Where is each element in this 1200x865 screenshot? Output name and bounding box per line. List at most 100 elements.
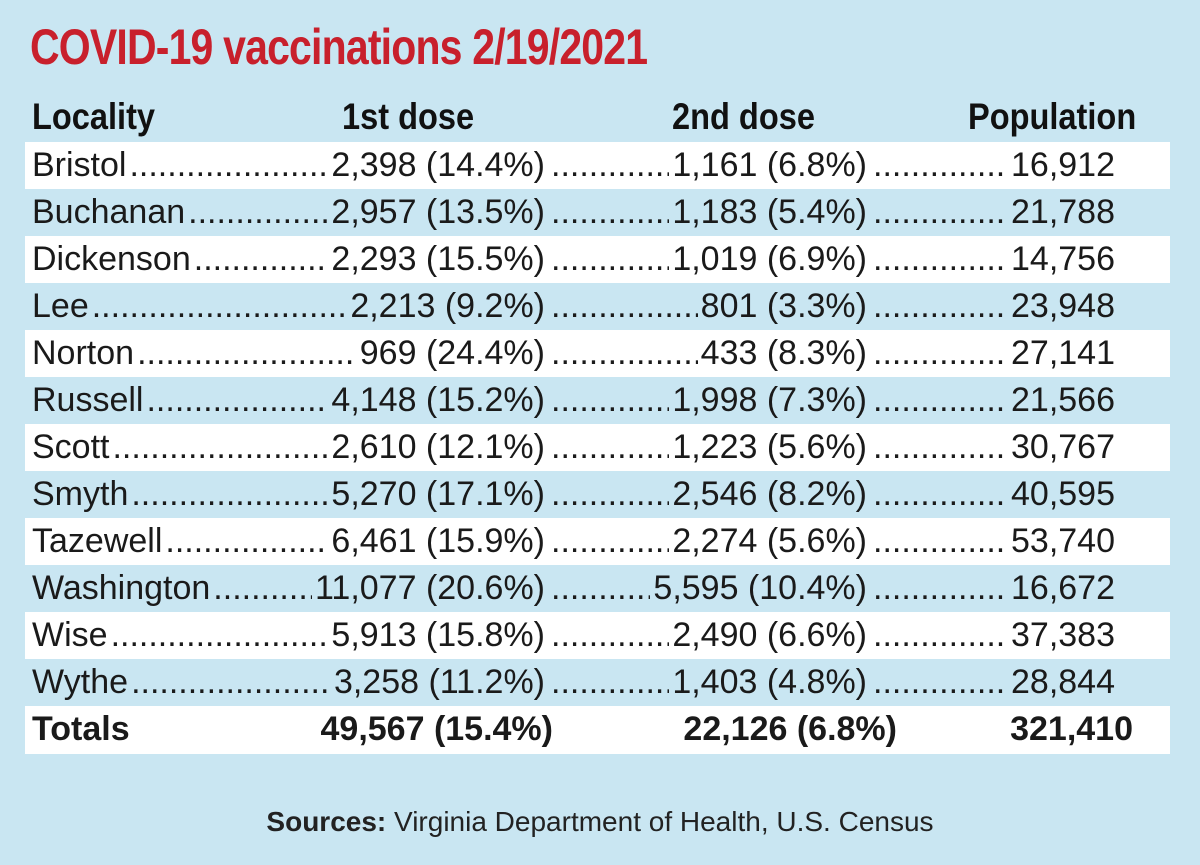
dot-leader: ........................................… bbox=[188, 193, 329, 231]
dot-leader: ........................................… bbox=[873, 428, 1008, 466]
dot-leader: ........................................… bbox=[873, 616, 1008, 654]
cell-second-dose: 1,161 (6.8%) bbox=[672, 146, 867, 184]
dot-leader: ........................................… bbox=[551, 146, 669, 184]
dot-leader: ........................................… bbox=[873, 193, 1008, 231]
cell-population: 14,756 bbox=[1011, 240, 1115, 278]
cell-second-dose: 1,403 (4.8%) bbox=[672, 663, 867, 701]
dot-leader: ........................................… bbox=[165, 522, 328, 560]
dot-leader: ........................................… bbox=[873, 663, 1008, 701]
table-row: Bristol 2,398 (14.4%) 1,161 (6.8%) 16,912..… bbox=[25, 142, 1170, 189]
cell-first-dose: 11,077 (20.6%) bbox=[315, 569, 545, 607]
dot-leader: ........................................… bbox=[91, 287, 348, 325]
vaccination-table: Bristol 2,398 (14.4%) 1,161 (6.8%) 16,912..… bbox=[25, 142, 1170, 754]
dot-leader: ........................................… bbox=[551, 381, 669, 419]
dot-leader: ........................................… bbox=[551, 287, 698, 325]
cell-second-dose: 2,490 (6.6%) bbox=[672, 616, 867, 654]
dot-leader: ........................................… bbox=[551, 193, 669, 231]
table-row: Lee 2,213 (9.2%) 801 (3.3%) 23,948.........… bbox=[25, 283, 1170, 330]
dot-leader: ........................................… bbox=[129, 146, 328, 184]
dot-leader: ........................................… bbox=[551, 663, 669, 701]
cell-first-dose: 2,398 (14.4%) bbox=[331, 146, 545, 184]
dot-leader: ........................................… bbox=[873, 240, 1008, 278]
dot-leader: ........................................… bbox=[873, 569, 1008, 607]
cell-second-dose: 433 (8.3%) bbox=[700, 334, 867, 372]
dot-leader: ........................................… bbox=[551, 475, 669, 513]
dot-leader: ........................................… bbox=[551, 240, 669, 278]
cell-population: 27,141 bbox=[1011, 334, 1115, 372]
cell-locality: Tazewell bbox=[32, 522, 163, 560]
cell-population: 21,566 bbox=[1011, 381, 1115, 419]
source-note: Sources: Virginia Department of Health, … bbox=[0, 806, 1200, 838]
cell-first-dose: 2,957 (13.5%) bbox=[331, 193, 545, 231]
dot-leader: ........................................… bbox=[131, 475, 328, 513]
source-label: Sources: bbox=[266, 806, 387, 837]
dot-leader: ........................................… bbox=[193, 240, 329, 278]
header-second-dose: 2nd dose bbox=[672, 96, 815, 137]
cell-second-dose: 801 (3.3%) bbox=[700, 287, 867, 325]
dot-leader: ........................................… bbox=[873, 475, 1008, 513]
dot-leader: ........................................… bbox=[112, 428, 328, 466]
table-row: Washington 11,077 (20.6%) 5,595 (10.4%) 16,… bbox=[25, 565, 1170, 612]
cell-population: 40,595 bbox=[1011, 475, 1115, 513]
table-row: Wise 5,913 (15.8%) 2,490 (6.6%) 37,383.....… bbox=[25, 612, 1170, 659]
cell-population: 37,383 bbox=[1011, 616, 1115, 654]
cell-locality: Wythe bbox=[32, 663, 129, 701]
header-first-dose: 1st dose bbox=[342, 96, 475, 137]
cell-population: 28,844 bbox=[1011, 663, 1115, 701]
table-row: Buchanan 2,957 (13.5%) 1,183 (5.4%) 21,788.… bbox=[25, 189, 1170, 236]
cell-locality: Smyth bbox=[32, 475, 129, 513]
cell-totals-label: Totals bbox=[32, 710, 130, 748]
cell-population: 30,767 bbox=[1011, 428, 1115, 466]
cell-locality: Scott bbox=[32, 428, 110, 466]
table-row: Dickenson 2,293 (15.5%) 1,019 (6.9%) 14,756… bbox=[25, 236, 1170, 283]
table-row: Norton 969 (24.4%) 433 (8.3%) 27,141.......… bbox=[25, 330, 1170, 377]
cell-locality: Buchanan bbox=[32, 193, 186, 231]
cell-locality: Norton bbox=[32, 334, 135, 372]
cell-locality: Washington bbox=[32, 569, 211, 607]
cell-totals-second-dose: 22,126 (6.8%) bbox=[683, 710, 897, 748]
cell-second-dose: 1,019 (6.9%) bbox=[672, 240, 867, 278]
cell-locality: Lee bbox=[32, 287, 89, 325]
dot-leader: ........................................… bbox=[873, 334, 1008, 372]
table-row: Scott 2,610 (12.1%) 1,223 (5.6%) 30,767....… bbox=[25, 424, 1170, 471]
cell-second-dose: 2,274 (5.6%) bbox=[672, 522, 867, 560]
dot-leader: ........................................… bbox=[551, 334, 698, 372]
cell-locality: Bristol bbox=[32, 146, 127, 184]
dot-leader: ........................................… bbox=[213, 569, 312, 607]
cell-first-dose: 3,258 (11.2%) bbox=[333, 663, 545, 701]
cell-totals-first-dose: 49,567 (15.4%) bbox=[320, 710, 554, 748]
dot-leader: ........................................… bbox=[873, 287, 1008, 325]
dot-leader: ........................................… bbox=[551, 522, 669, 560]
table-row: Tazewell 6,461 (15.9%) 2,274 (5.6%) 53,740.… bbox=[25, 518, 1170, 565]
header-population: Population bbox=[968, 96, 1137, 137]
totals-row: Totals 49,567 (15.4%) 22,126 (6.8%) 321,410 bbox=[25, 706, 1170, 754]
cell-second-dose: 2,546 (8.2%) bbox=[672, 475, 867, 513]
dot-leader: ........................................… bbox=[137, 334, 357, 372]
cell-locality: Russell bbox=[32, 381, 144, 419]
dot-leader: ........................................… bbox=[873, 146, 1008, 184]
cell-first-dose: 969 (24.4%) bbox=[359, 334, 545, 372]
cell-totals-population: 321,410 bbox=[1010, 710, 1133, 748]
cell-first-dose: 5,913 (15.8%) bbox=[331, 616, 545, 654]
cell-first-dose: 2,293 (15.5%) bbox=[331, 240, 545, 278]
cell-population: 16,672 bbox=[1011, 569, 1115, 607]
dot-leader: ........................................… bbox=[551, 616, 669, 654]
cell-population: 16,912 bbox=[1011, 146, 1115, 184]
dot-leader: ........................................… bbox=[551, 569, 650, 607]
cell-first-dose: 6,461 (15.9%) bbox=[331, 522, 545, 560]
dot-leader: ........................................… bbox=[131, 663, 331, 701]
dot-leader: ........................................… bbox=[873, 522, 1008, 560]
cell-second-dose: 1,183 (5.4%) bbox=[672, 193, 867, 231]
table-row: Wythe 3,258 (11.2%) 1,403 (4.8%) 28,844....… bbox=[25, 659, 1170, 706]
cell-second-dose: 1,223 (5.6%) bbox=[672, 428, 867, 466]
cell-first-dose: 4,148 (15.2%) bbox=[331, 381, 545, 419]
cell-population: 21,788 bbox=[1011, 193, 1115, 231]
cell-locality: Dickenson bbox=[32, 240, 191, 278]
cell-population: 53,740 bbox=[1011, 522, 1115, 560]
cell-first-dose: 5,270 (17.1%) bbox=[331, 475, 545, 513]
dot-leader: ........................................… bbox=[110, 616, 329, 654]
source-text: Virginia Department of Health, U.S. Cens… bbox=[386, 806, 934, 837]
dot-leader: ........................................… bbox=[146, 381, 328, 419]
cell-first-dose: 2,213 (9.2%) bbox=[350, 287, 545, 325]
table-row: Russell 4,148 (15.2%) 1,998 (7.3%) 21,566..… bbox=[25, 377, 1170, 424]
